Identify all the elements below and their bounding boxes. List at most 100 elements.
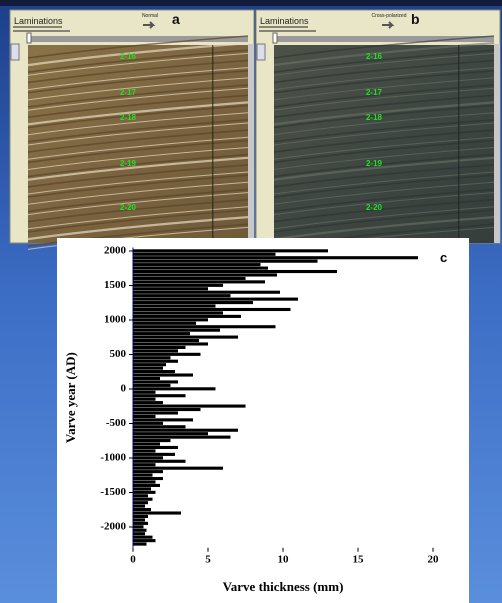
slider-thumb[interactable] bbox=[272, 32, 278, 44]
lamina bbox=[27, 216, 249, 241]
bar bbox=[133, 263, 261, 267]
bar bbox=[133, 304, 216, 308]
lamina bbox=[273, 216, 495, 241]
bar bbox=[133, 363, 166, 367]
bar bbox=[133, 535, 153, 539]
x-tick-label: 15 bbox=[353, 554, 365, 566]
lamina bbox=[27, 35, 249, 59]
bar bbox=[133, 421, 163, 425]
bar bbox=[133, 318, 208, 322]
panel-title: Laminations bbox=[260, 16, 309, 26]
lamina bbox=[27, 104, 249, 129]
lamina bbox=[27, 226, 249, 250]
lamina bbox=[273, 67, 495, 91]
lamina bbox=[273, 188, 495, 213]
bar bbox=[133, 439, 171, 443]
lamina bbox=[273, 77, 495, 101]
lamina bbox=[27, 174, 249, 198]
bar bbox=[133, 528, 147, 532]
bar bbox=[133, 452, 175, 456]
bar bbox=[133, 428, 238, 432]
bar bbox=[133, 473, 153, 477]
bar bbox=[133, 383, 171, 387]
bar bbox=[133, 269, 337, 274]
bar bbox=[133, 501, 148, 505]
lamina bbox=[27, 112, 249, 136]
top-bar bbox=[0, 0, 502, 6]
lamina bbox=[273, 104, 495, 129]
bar bbox=[133, 442, 160, 446]
bar bbox=[133, 449, 156, 453]
bar bbox=[133, 425, 186, 429]
bar bbox=[133, 249, 328, 253]
bar bbox=[133, 394, 186, 398]
lamina bbox=[273, 87, 495, 111]
y-tick-label: -1000 bbox=[100, 452, 126, 464]
lamina bbox=[273, 129, 495, 153]
bar bbox=[133, 521, 148, 525]
bar bbox=[133, 307, 291, 312]
bar bbox=[133, 504, 145, 508]
x-tick-label: 10 bbox=[278, 554, 290, 566]
lamina bbox=[27, 188, 249, 213]
lamina bbox=[27, 70, 249, 94]
bar bbox=[133, 456, 163, 460]
depth-label: 2-16 bbox=[120, 52, 137, 61]
y-axis-title: Varve year (AD) bbox=[63, 352, 78, 443]
bar bbox=[133, 445, 178, 450]
depth-label: 2-19 bbox=[120, 159, 137, 168]
lamina bbox=[273, 49, 495, 73]
depth-label: 2-17 bbox=[120, 88, 137, 97]
slider-track bbox=[28, 36, 248, 42]
bar bbox=[133, 338, 199, 343]
lamina bbox=[27, 136, 249, 160]
depth-label: 2-16 bbox=[366, 52, 383, 61]
lamina bbox=[273, 35, 495, 59]
bar bbox=[133, 411, 178, 415]
bar bbox=[133, 276, 246, 280]
bar bbox=[133, 542, 147, 546]
zoom-button[interactable] bbox=[10, 43, 20, 61]
x-tick-label: 5 bbox=[205, 554, 211, 566]
mode-icon bbox=[382, 21, 395, 29]
lamina bbox=[273, 206, 495, 230]
panel-letter: a bbox=[172, 11, 180, 27]
bar bbox=[133, 287, 208, 291]
lamina bbox=[273, 84, 495, 108]
bar bbox=[133, 483, 160, 487]
lamina bbox=[27, 122, 249, 146]
bar bbox=[133, 314, 241, 318]
bar bbox=[133, 321, 196, 325]
slider-thumb[interactable] bbox=[26, 32, 32, 44]
bar bbox=[133, 273, 277, 277]
depth-label: 2-19 bbox=[366, 159, 383, 168]
bar bbox=[133, 387, 216, 391]
lamina bbox=[273, 122, 495, 146]
bar bbox=[133, 494, 148, 498]
bar bbox=[133, 532, 145, 536]
bar bbox=[133, 480, 156, 484]
lamina bbox=[273, 209, 495, 233]
x-axis-title: Varve thickness (mm) bbox=[223, 579, 344, 594]
x-tick-label: 0 bbox=[130, 554, 136, 566]
bar bbox=[133, 266, 268, 270]
lamina bbox=[27, 223, 249, 247]
lamina bbox=[27, 156, 249, 181]
lamina bbox=[273, 59, 495, 84]
bar bbox=[133, 356, 171, 360]
scrollbar bbox=[248, 44, 254, 243]
zoom-button[interactable] bbox=[256, 43, 266, 61]
bar bbox=[133, 349, 178, 353]
bar bbox=[133, 414, 156, 418]
bar bbox=[133, 435, 231, 439]
bar bbox=[133, 366, 163, 370]
lamina bbox=[273, 147, 495, 170]
bar bbox=[133, 259, 318, 263]
lamina bbox=[273, 42, 495, 67]
bar bbox=[133, 518, 145, 522]
lamina bbox=[27, 119, 249, 143]
lamina bbox=[27, 206, 249, 230]
lamina bbox=[273, 70, 495, 94]
